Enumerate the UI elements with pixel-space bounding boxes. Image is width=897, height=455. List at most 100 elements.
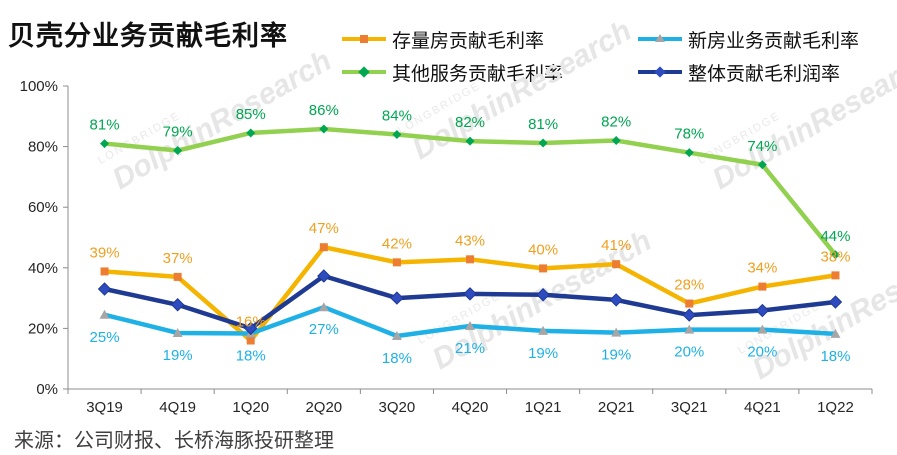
data-point <box>392 129 402 139</box>
data-label: 20% <box>747 344 777 361</box>
series-3 <box>97 269 843 336</box>
data-label: 74% <box>747 138 777 155</box>
data-point <box>685 299 694 308</box>
data-label: 38% <box>820 248 850 265</box>
data-point <box>319 124 329 134</box>
data-label: 18% <box>382 350 412 367</box>
data-label: 82% <box>601 114 631 131</box>
data-point <box>684 148 694 158</box>
data-point <box>97 282 112 296</box>
source-note: 来源：公司财报、长桥海豚投研整理 <box>14 428 334 452</box>
data-label: 47% <box>309 220 339 237</box>
data-point <box>465 136 475 146</box>
data-point <box>536 288 550 302</box>
data-label: 19% <box>163 347 193 364</box>
y-tick-label: 100% <box>20 78 58 95</box>
data-label: 25% <box>90 329 120 346</box>
data-label: 44% <box>820 228 850 245</box>
data-point <box>466 255 474 264</box>
legend-swatch-other-services <box>342 61 386 83</box>
data-point <box>828 295 843 309</box>
data-label: 78% <box>674 126 704 143</box>
data-point <box>319 243 328 252</box>
data-point <box>463 287 477 301</box>
x-tick-label: 1Q20 <box>232 399 269 416</box>
x-tick-label: 3Q19 <box>86 399 123 416</box>
data-point <box>100 139 110 149</box>
data-label: 18% <box>820 348 850 365</box>
data-point <box>682 308 696 322</box>
data-label: 85% <box>236 106 266 123</box>
data-label: 41% <box>601 237 631 254</box>
data-point <box>318 302 329 312</box>
data-point <box>173 146 183 156</box>
y-tick-label: 20% <box>28 320 58 337</box>
x-tick-label: 3Q21 <box>671 399 708 416</box>
data-label: 19% <box>601 347 631 364</box>
data-labels-layer: 39% 37% 16% 47% 42% 43% 40% 41% 28% 34% 38% 25% 19% 1… <box>90 102 851 367</box>
legend-label-new-home: 新房业务贡献毛利率 <box>688 29 860 52</box>
data-point <box>390 291 404 305</box>
data-label: 86% <box>309 102 339 119</box>
legend-item-overall: 整体贡献毛利润率 <box>638 61 841 85</box>
watermark-text: DolphinResearch <box>707 44 897 196</box>
data-point <box>611 136 621 146</box>
data-label: 43% <box>455 232 485 249</box>
axes: 0% 20% 40% 60% 80% 100% 3Q19 4Q19 1Q20 2Q20 3Q20 4Q… <box>20 78 873 416</box>
x-tick-label: 3Q20 <box>379 399 416 416</box>
data-point <box>538 325 549 335</box>
legend-label-other-services: 其他服务贡献毛利率 <box>392 62 564 85</box>
data-point <box>757 324 768 334</box>
legend-item-existing-home: 存量房贡献毛利率 <box>342 28 544 52</box>
legend-swatch-existing-home <box>342 28 386 50</box>
data-label: 20% <box>674 344 704 361</box>
y-tick-label: 60% <box>28 199 58 216</box>
x-tick-label: 2Q21 <box>598 399 635 416</box>
watermark-text: DolphinResearch <box>107 44 337 196</box>
x-tick-label: 1Q22 <box>817 399 854 416</box>
data-label: 37% <box>163 250 193 267</box>
y-tick-label: 80% <box>28 139 58 156</box>
x-tick-label: 4Q21 <box>744 399 781 416</box>
data-point <box>392 258 401 267</box>
x-tick-label: 2Q20 <box>305 399 342 416</box>
data-point <box>757 160 767 170</box>
legend-item-other-services: 其他服务贡献毛利率 <box>342 61 564 85</box>
data-label: 27% <box>309 321 339 338</box>
series-line <box>102 273 838 331</box>
data-label: 42% <box>382 235 412 252</box>
data-label: 21% <box>455 340 485 357</box>
data-point <box>170 298 185 312</box>
legend-label-overall: 整体贡献毛利润率 <box>688 62 841 85</box>
data-point <box>465 320 475 330</box>
data-point <box>609 293 623 307</box>
legend-swatch-new-home <box>638 28 682 50</box>
x-tick-label: 4Q19 <box>159 399 196 416</box>
data-point <box>172 327 183 337</box>
chart-title: 贝壳分业务贡献毛利率 <box>8 21 288 52</box>
data-point <box>246 128 256 138</box>
legend-swatch-overall <box>638 61 682 83</box>
data-point <box>538 138 548 148</box>
data-label: 84% <box>382 107 412 124</box>
data-label: 39% <box>90 244 120 261</box>
data-label: 40% <box>528 241 558 258</box>
data-label: 16% <box>236 314 266 331</box>
series-layer <box>97 124 843 345</box>
data-point <box>391 330 402 340</box>
series-1 <box>99 302 841 340</box>
x-tick-label: 4Q20 <box>452 399 489 416</box>
x-tick-label: 1Q21 <box>525 399 562 416</box>
data-point <box>611 327 622 337</box>
data-point <box>246 336 255 345</box>
data-label: 79% <box>163 124 193 141</box>
data-point <box>830 250 840 260</box>
data-label: 81% <box>90 117 120 134</box>
legend-item-new-home: 新房业务贡献毛利率 <box>638 28 860 52</box>
series-2 <box>100 124 840 260</box>
data-point <box>173 272 182 281</box>
data-point <box>244 321 258 336</box>
data-label: 34% <box>747 260 777 277</box>
data-label: 18% <box>236 348 266 365</box>
data-point <box>99 309 110 319</box>
